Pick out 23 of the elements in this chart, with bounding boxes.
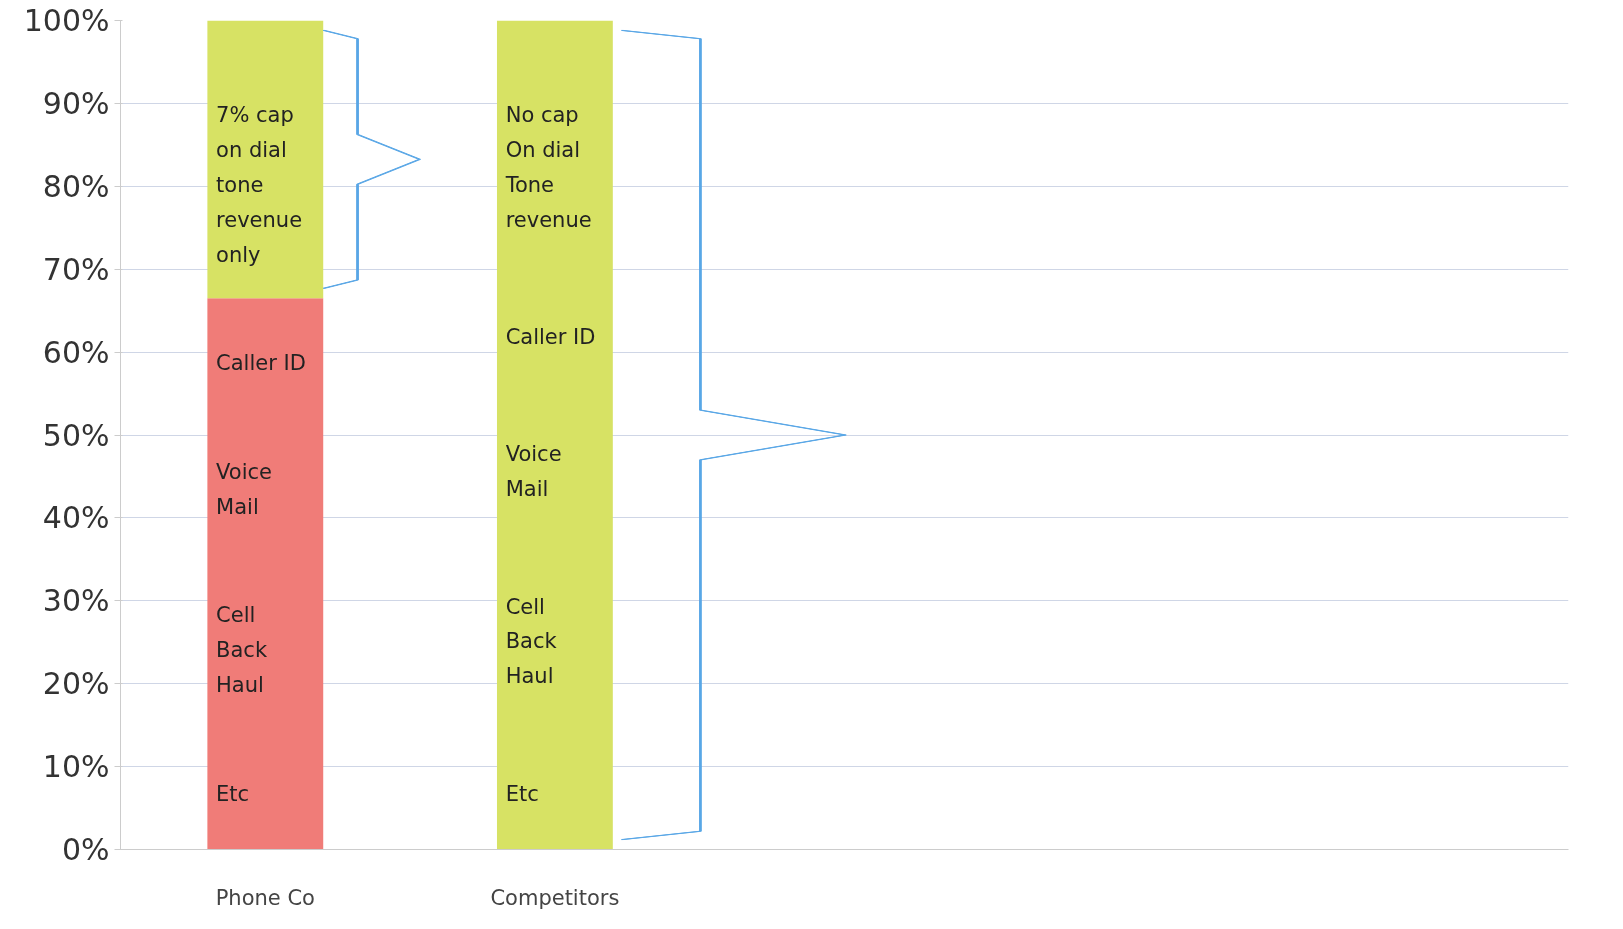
annotation: Voice Mail: [216, 459, 272, 519]
annotation: Voice Mail: [505, 442, 562, 502]
y-tick-label: 20%: [42, 666, 110, 702]
y-tick-label: 70%: [42, 251, 110, 287]
y-tick-label: 0%: [61, 832, 110, 867]
y-tick-label: 80%: [42, 168, 110, 204]
annotation: 7% cap on dial tone revenue only: [216, 103, 303, 267]
x-tick-label: Competitors: [490, 885, 620, 910]
annotation: Cell Back Haul: [505, 594, 558, 689]
y-tick-label: 30%: [42, 583, 110, 619]
annotation: No cap On dial Tone revenue: [504, 103, 592, 232]
annotation: Etc: [216, 781, 250, 806]
y-tick-label: 90%: [42, 85, 110, 121]
annotation: Cell Back Haul: [216, 603, 268, 697]
y-tick-label: 40%: [42, 500, 110, 536]
annotation: Etc: [505, 781, 539, 806]
y-tick-label: 60%: [42, 334, 110, 370]
x-tick-label: Phone Co: [215, 885, 315, 910]
y-tick-label: 100%: [23, 3, 110, 38]
y-tick-label: 50%: [42, 417, 110, 453]
annotation: Caller ID: [216, 351, 306, 376]
y-tick-label: 10%: [42, 749, 110, 785]
annotation: Caller ID: [505, 325, 596, 350]
